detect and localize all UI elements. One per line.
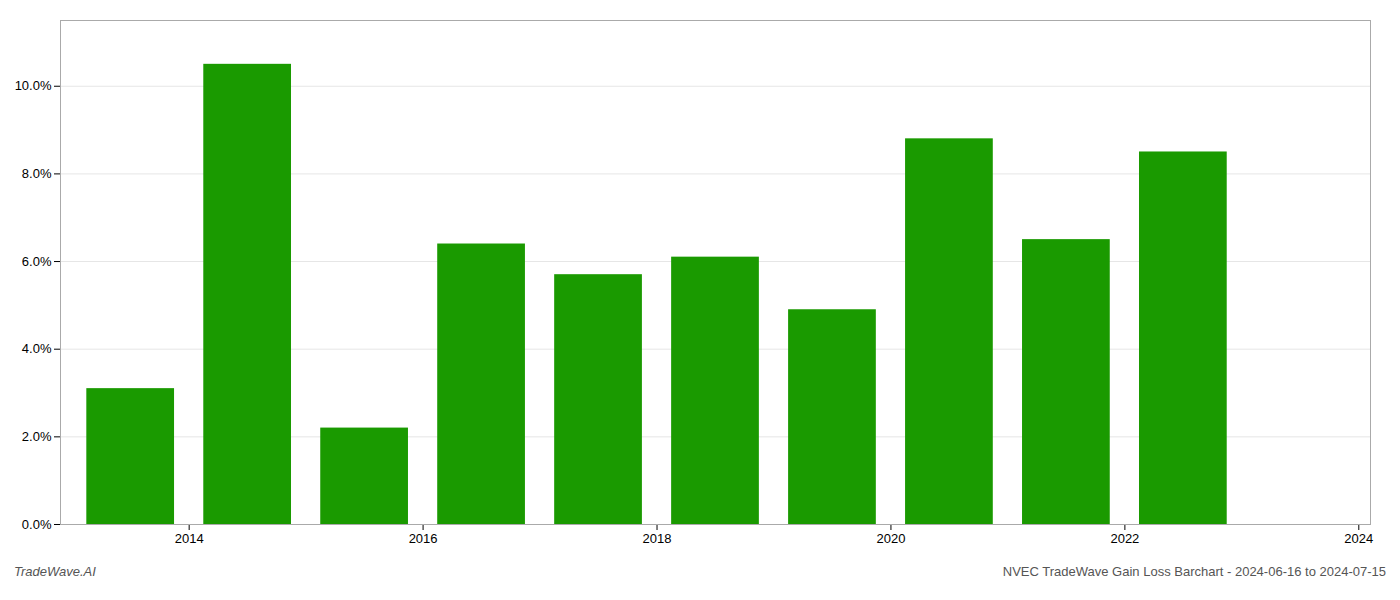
svg-text:8.0%: 8.0% [22, 166, 52, 181]
svg-text:2.0%: 2.0% [22, 429, 52, 444]
svg-text:2022: 2022 [1110, 531, 1139, 546]
svg-text:2024: 2024 [1344, 531, 1373, 546]
html-text:TradeWave.AI: TradeWave.AI [14, 564, 96, 579]
svg-text:4.0%: 4.0% [22, 341, 52, 356]
svg-text:10.0%: 10.0% [15, 78, 52, 93]
svg-text:2020: 2020 [876, 531, 905, 546]
svg-text:0.0%: 0.0% [22, 517, 52, 532]
svg-text:2018: 2018 [643, 531, 672, 546]
html-text:NVEC TradeWave Gain Loss Barch: NVEC TradeWave Gain Loss Barchart - 2024… [1002, 564, 1386, 579]
svg-text:6.0%: 6.0% [22, 254, 52, 269]
svg-text:2014: 2014 [175, 531, 204, 546]
svg-text:2016: 2016 [409, 531, 438, 546]
